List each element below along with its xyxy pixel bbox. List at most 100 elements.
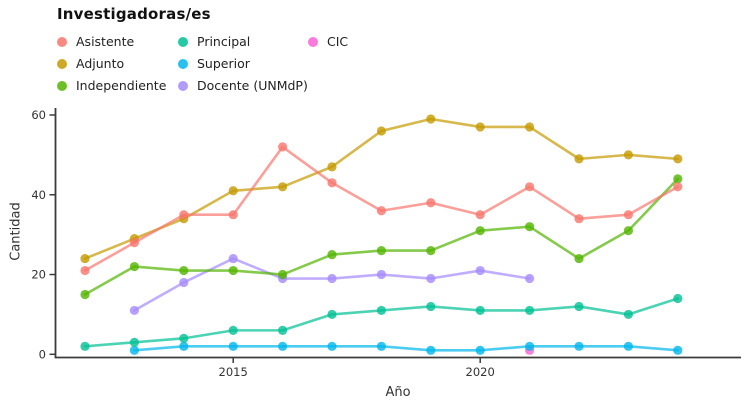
data-point-superior: [426, 345, 436, 355]
data-point-asistente: [228, 210, 238, 220]
data-point-adjunto: [426, 114, 436, 124]
y-tick-label: 20: [31, 268, 46, 282]
series-line-principal: [83, 297, 680, 348]
data-point-asistente: [278, 142, 288, 152]
legend-label: Superior: [197, 56, 250, 71]
data-point-adjunto: [623, 150, 634, 160]
legend-label: Docente (UNMdP): [197, 78, 308, 93]
legend: Asistente Adjunto Independiente Principal Su…: [0, 34, 743, 98]
data-point-adjunto: [278, 182, 288, 192]
legend-label: Principal: [197, 34, 251, 49]
legend-dot-icon: [57, 58, 67, 69]
series-line-docente-unmdp: [133, 257, 531, 312]
legend-label: Independiente: [76, 78, 167, 93]
data-point-superior: [574, 341, 584, 351]
data-point-principal: [129, 337, 139, 347]
data-point-principal: [525, 305, 535, 316]
y-tick-label: 40: [31, 188, 46, 202]
data-point-asistente: [574, 214, 584, 224]
legend-dot-icon: [178, 58, 188, 69]
x-axis-title: Año: [385, 385, 411, 400]
data-point-principal: [623, 309, 634, 320]
data-point-independiente: [475, 226, 485, 236]
legend-item-cic: CIC: [308, 34, 348, 49]
legend-column: Asistente Adjunto Independiente: [57, 34, 166, 93]
data-point-asistente: [426, 198, 436, 208]
data-point-principal: [673, 293, 683, 304]
data-point-docente-unmdp: [327, 273, 337, 284]
legend-item-superior: Superior: [178, 56, 308, 71]
data-point-docente-unmdp: [129, 305, 139, 316]
data-point-principal: [426, 301, 436, 312]
axis-lines: [54, 108, 741, 359]
legend-dot-icon: [308, 36, 318, 47]
data-point-independiente: [623, 226, 634, 236]
data-point-adjunto: [673, 154, 683, 164]
data-point-superior: [129, 345, 139, 355]
x-tick-label: 2015: [219, 365, 248, 379]
data-point-docente-unmdp: [179, 277, 189, 288]
y-axis-title: Cantidad: [8, 202, 24, 261]
y-tick-label: 60: [31, 108, 46, 122]
data-point-superior: [179, 341, 189, 351]
legend-dot-icon: [57, 80, 67, 91]
data-point-adjunto: [327, 162, 337, 172]
data-point-adjunto: [525, 122, 535, 132]
data-point-asistente: [673, 182, 683, 192]
data-point-independiente: [525, 222, 535, 232]
data-point-adjunto: [475, 122, 485, 132]
data-point-independiente: [80, 289, 90, 300]
data-point-independiente: [673, 174, 683, 184]
legend-item-adjunto: Adjunto: [57, 56, 166, 71]
data-point-principal: [278, 325, 288, 335]
data-point-independiente: [376, 246, 386, 256]
data-point-independiente: [327, 249, 337, 260]
data-point-docente-unmdp: [525, 273, 535, 284]
legend-dot-icon: [178, 80, 188, 91]
data-point-independiente: [426, 246, 436, 256]
data-point-principal: [80, 341, 90, 351]
data-point-principal: [574, 301, 584, 312]
data-point-independiente: [228, 265, 238, 276]
chart-title: Investigadoras/es: [57, 5, 211, 23]
data-point-asistente: [179, 210, 189, 220]
data-point-principal: [475, 305, 485, 316]
legend-column: CIC: [308, 34, 348, 49]
legend-dot-icon: [178, 36, 188, 47]
data-point-principal: [327, 309, 337, 320]
data-point-asistente: [475, 210, 485, 220]
legend-item-asistente: Asistente: [57, 34, 166, 49]
data-point-docente-unmdp: [475, 265, 485, 276]
data-point-principal: [228, 325, 238, 335]
data-point-independiente: [574, 253, 584, 264]
data-point-independiente: [179, 265, 189, 276]
data-point-asistente: [623, 210, 634, 220]
data-point-asistente: [376, 206, 386, 216]
data-point-asistente: [80, 265, 90, 276]
legend-dot-icon: [57, 36, 67, 47]
data-point-asistente: [129, 238, 139, 248]
series-line-superior: [133, 345, 680, 352]
data-point-docente-unmdp: [426, 273, 436, 284]
data-point-adjunto: [376, 126, 386, 136]
data-point-independiente: [129, 261, 139, 272]
data-point-adjunto: [80, 253, 90, 264]
data-point-independiente: [278, 269, 288, 280]
data-point-superior: [623, 341, 634, 351]
data-point-superior: [475, 345, 485, 355]
data-point-superior: [376, 341, 386, 351]
data-point-superior: [525, 341, 535, 351]
data-point-adjunto: [574, 154, 584, 164]
data-point-asistente: [525, 182, 535, 192]
y-tick-label: 0: [39, 347, 46, 361]
legend-item-docente-unmdp: Docente (UNMdP): [178, 78, 308, 93]
data-point-principal: [376, 305, 386, 316]
legend-item-independiente: Independiente: [57, 78, 166, 93]
data-point-adjunto: [228, 186, 238, 196]
data-point-docente-unmdp: [376, 269, 386, 280]
legend-item-principal: Principal: [178, 34, 308, 49]
data-point-superior: [673, 345, 683, 355]
data-point-principal: [179, 333, 189, 343]
